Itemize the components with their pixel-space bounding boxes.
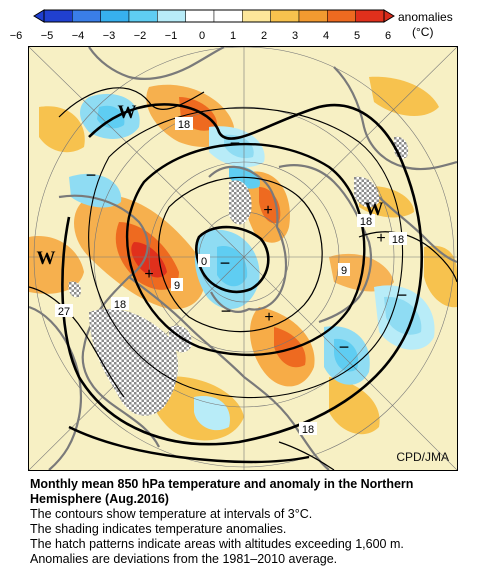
colorbar-cell: [298, 9, 328, 23]
colorbar-cell: [43, 9, 73, 23]
colorbar-tick-label: 0: [199, 30, 205, 42]
colorbar-cell: [327, 9, 356, 23]
colorbar-ticks: −6 −5 −4 −3 −2 −1 0 1 2 3 4 5 6: [10, 30, 391, 42]
colorbar-tick-label: −6: [10, 30, 23, 42]
cold-anomaly-marker: −: [221, 301, 232, 321]
colorbar-cell: [128, 9, 158, 23]
contour-label: 18: [111, 297, 129, 311]
cold-anomaly-marker: −: [230, 133, 241, 153]
contour-label: 27: [55, 304, 73, 318]
caption-line: The shading indicates temperature anomal…: [30, 522, 287, 536]
cold-anomaly-marker: −: [339, 337, 350, 357]
contour-label: 9: [171, 278, 183, 292]
source-credit: CPD/JMA: [396, 450, 449, 464]
warm-center-label: W: [365, 199, 384, 220]
colorbar-tick-label: 5: [354, 30, 360, 42]
svg-text:18: 18: [178, 119, 190, 131]
colorbar-tick-label: 6: [385, 30, 391, 42]
colorbar-cell: [355, 9, 385, 23]
map-caption: Monthly mean 850 hPa temperature and ano…: [30, 477, 470, 567]
warm-center-label: W: [37, 248, 56, 269]
colorbar-cell: [72, 9, 101, 23]
warm-center-label: W: [118, 102, 137, 123]
colorbar-left-arrow: [33, 9, 45, 23]
colorbar-tick-label: 1: [230, 30, 236, 42]
colorbar-cell: [242, 9, 271, 23]
colorbar-cell: [157, 9, 186, 23]
colorbar-tick-label: 2: [261, 30, 267, 42]
caption-line: The contours show temperature at interva…: [30, 507, 313, 521]
contour-label: 18: [175, 117, 193, 131]
contour-labels: 18 18 9 0 9 18 27 18 18: [55, 117, 407, 436]
colorbar-tick-label: −5: [41, 30, 54, 42]
contour-label: 18: [389, 232, 407, 246]
svg-text:0: 0: [201, 256, 207, 268]
svg-text:27: 27: [58, 306, 70, 318]
caption-title: Monthly mean 850 hPa temperature and ano…: [30, 477, 414, 506]
contour-label: 9: [338, 263, 350, 277]
colorbar-right-arrow: [383, 9, 395, 23]
high-altitude-hatch: [68, 136, 409, 416]
warm-anomaly-marker: +: [144, 266, 153, 283]
temperature-map: 18 18 9 0 9 18 27 18 18 W W W + + + + − …: [29, 47, 457, 470]
svg-text:18: 18: [360, 216, 372, 228]
map-panel: 18 18 9 0 9 18 27 18 18 W W W + + + + − …: [28, 46, 458, 471]
colorbar-cells: [43, 9, 385, 23]
colorbar-tick-label: −4: [72, 30, 85, 42]
contour-label: 18: [357, 214, 375, 228]
anomaly-markers: W W W + + + + − − − − − −: [37, 102, 408, 357]
caption-line: Anomalies are deviations from the 1981–2…: [30, 552, 338, 566]
colorbar-cell: [213, 9, 243, 23]
warm-anomaly-marker: +: [264, 309, 273, 326]
svg-text:9: 9: [174, 280, 180, 292]
colorbar-tick-label: 3: [292, 30, 298, 42]
cold-anomaly-marker: −: [397, 285, 408, 305]
colorbar-tick-label: −2: [134, 30, 147, 42]
colorbar-cell: [185, 9, 215, 23]
warm-anomaly-marker: +: [263, 202, 272, 219]
svg-text:9: 9: [341, 265, 347, 277]
colorbar-cell: [270, 9, 300, 23]
contour-label: 0: [198, 254, 210, 268]
contour-label: 18: [299, 422, 317, 436]
anomaly-colorbar: −6 −5 −4 −3 −2 −1 0 1 2 3 4 5 6 anomalies (°C): [10, 9, 453, 42]
colorbar-tick-label: −3: [103, 30, 116, 42]
warm-anomaly-marker: +: [376, 230, 385, 247]
colorbar-unit: (°C): [412, 25, 433, 39]
colorbar-tick-label: −1: [165, 30, 178, 42]
temperature-contours: [29, 87, 457, 470]
cold-anomaly-marker: −: [86, 165, 97, 185]
svg-text:18: 18: [302, 424, 314, 436]
cold-anomaly-marker: −: [220, 253, 231, 273]
colorbar-label: anomalies: [398, 10, 453, 24]
caption-line: The hatch patterns indicate areas with a…: [30, 537, 404, 551]
svg-text:18: 18: [114, 299, 126, 311]
colorbar-tick-label: 4: [323, 30, 329, 42]
svg-text:18: 18: [392, 234, 404, 246]
colorbar-cell: [100, 9, 130, 23]
